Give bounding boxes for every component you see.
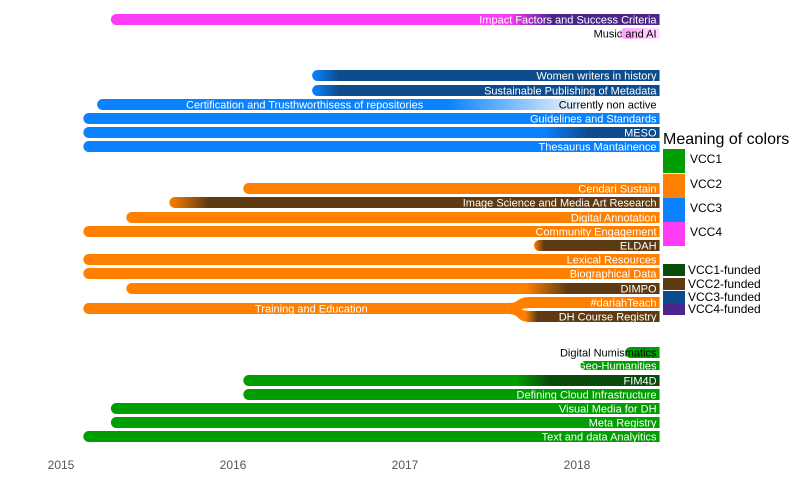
bar-label: MESO — [624, 128, 657, 140]
bars-layer: Impact Factors and Success Criteria Music… — [83, 14, 660, 444]
legend-swatch-vcc1-funded — [663, 264, 685, 276]
bar-text-and-data-analyitics — [83, 431, 660, 443]
bar-fim4d — [243, 375, 660, 386]
bar-label: Thesaurus Mantainence — [539, 142, 657, 154]
legend-swatch-vcc4-funded — [663, 303, 685, 315]
bar-label: Meta Registry — [589, 418, 657, 430]
bar-eldah — [534, 240, 660, 251]
bar--dariahteach — [508, 297, 660, 314]
x-tick-label: 2015 — [48, 458, 75, 472]
bar-label: #dariahTeach — [590, 298, 656, 310]
bar-lexical-resources — [83, 254, 660, 265]
legend-label: VCC2-funded — [688, 277, 761, 291]
bar-music-and-ai — [620, 28, 660, 39]
legend-label: VCC4 — [690, 225, 722, 239]
legend-swatch-vcc3 — [663, 198, 685, 222]
legend-label: VCC1-funded — [688, 263, 761, 277]
bar-geo-humanities — [580, 361, 660, 370]
x-tick-label: 2018 — [564, 458, 591, 472]
bar-cendari-sustain — [243, 183, 660, 194]
bar-label: Digital Numismatics — [560, 348, 657, 360]
bar-training-and-education — [83, 303, 509, 314]
bar-dh-course-registry — [508, 303, 660, 322]
legend-swatch-vcc3-funded — [663, 291, 685, 303]
bar-label: DH Course Registry — [559, 312, 657, 324]
bar-digital-annotation — [126, 212, 660, 223]
legend-swatch-vcc2-funded — [663, 278, 685, 290]
bar-meta-registry — [110, 417, 660, 428]
legend-title: Meaning of colors — [663, 131, 789, 148]
legend-swatch-vcc2 — [663, 174, 685, 198]
bar-certification-and-trusthworthisess-of-repositories — [97, 99, 660, 110]
bar-image-science-and-media-art-research — [169, 197, 660, 208]
bar-label: Music and AI — [594, 29, 657, 41]
bar-label: Text and data Analyitics — [542, 432, 657, 444]
bar-status-label: Currently non active — [559, 100, 657, 112]
bar-community-engagement — [83, 226, 660, 237]
bar-label: Community Engagement — [535, 227, 656, 239]
bar-label: Visual Media for DH — [559, 404, 657, 416]
legend-label: VCC2 — [690, 177, 722, 191]
bar-label: Defining Cloud Infrastructure — [517, 390, 657, 402]
bar-label: FIM4D — [624, 376, 657, 388]
bar-label: Digital Annotation — [571, 213, 657, 225]
bar-defining-cloud-infrastructure — [243, 389, 660, 400]
x-tick-label: 2017 — [392, 458, 419, 472]
legend-label: VCC3 — [690, 201, 722, 215]
bar-guidelines-and-standards — [83, 113, 660, 124]
bar-label: Guidelines and Standards — [530, 114, 657, 126]
bar-label: Lexical Resources — [567, 255, 657, 267]
x-axis: 2015 2016 2017 2018 — [48, 458, 591, 472]
bar-label: Geo-Humanities — [577, 361, 657, 373]
bar-label: Certification and Trusthworthisess of re… — [186, 100, 424, 112]
legend: Meaning of colors VCC1 VCC2 VCC3 VCC4 VCC1-f… — [663, 131, 789, 316]
bar-biographical-data — [83, 268, 660, 279]
legend-label: VCC3-funded — [688, 290, 761, 304]
bar-thesaurus-mantainence — [83, 141, 660, 152]
bar-label: DIMPO — [620, 284, 657, 296]
bar-label: Training and Education — [255, 304, 368, 316]
legend-label: VCC4-funded — [688, 302, 761, 316]
bar-label: ELDAH — [620, 241, 657, 253]
legend-swatch-vcc1 — [663, 149, 685, 173]
legend-label: VCC1 — [690, 152, 722, 166]
bar-impact-factors-and-success-criteria — [110, 14, 660, 25]
bar-women-writers-in-history — [312, 70, 660, 81]
bar-sustainable-publishing-of-metadata — [312, 85, 660, 96]
bar-label: Women writers in history — [536, 71, 657, 83]
legend-swatch-vcc4 — [663, 222, 685, 246]
bar-dimpo — [126, 283, 660, 294]
bar-visual-media-for-dh — [110, 403, 660, 414]
bar-label: Image Science and Media Art Research — [463, 198, 657, 210]
bar-label: Sustainable Publishing of Metadata — [484, 86, 657, 98]
bar-digital-numismatics — [625, 347, 660, 358]
x-tick-label: 2016 — [220, 458, 247, 472]
bar-meso — [83, 127, 660, 138]
bar-label: Impact Factors and Success Criteria — [479, 15, 657, 27]
bar-label: Cendari Sustain — [578, 184, 656, 196]
bar-label: Biographical Data — [570, 269, 658, 281]
